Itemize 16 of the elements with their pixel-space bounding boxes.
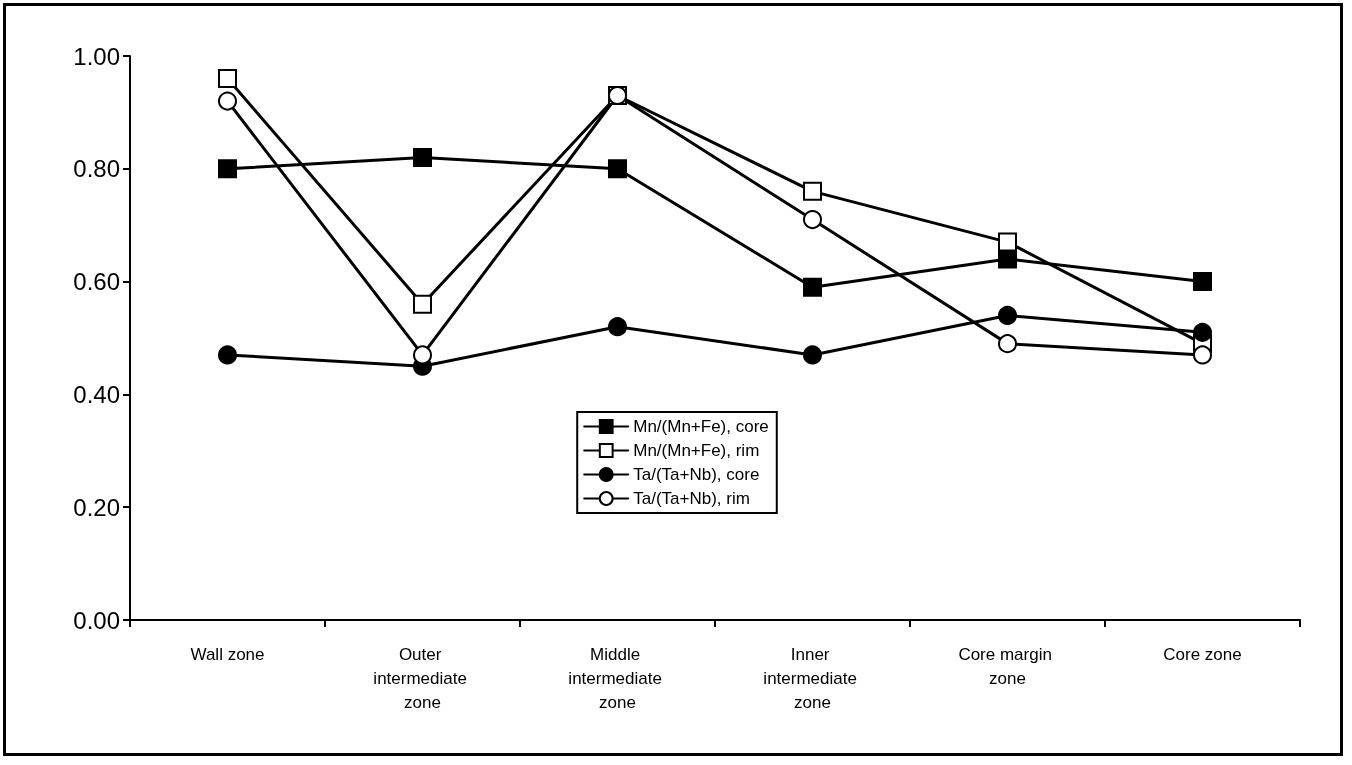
legend-label: Ta/(Ta+Nb), core xyxy=(633,465,760,484)
y-tick-label: 1.00 xyxy=(73,42,120,70)
x-tick-label: Inner intermediate zone xyxy=(763,644,862,712)
y-tick-label: 0.40 xyxy=(73,380,120,408)
y-tick-label: 0.80 xyxy=(73,155,120,183)
x-tick-label: Core margin zone xyxy=(958,644,1057,688)
x-tick-label: Core zone xyxy=(1163,644,1242,664)
x-tick-label: Outer intermediate zone xyxy=(373,644,472,712)
legend-label: Mn/(Mn+Fe), rim xyxy=(633,441,760,460)
y-tick-label: 0.60 xyxy=(73,268,120,296)
y-tick-label: 0.00 xyxy=(73,606,120,634)
legend-label: Ta/(Ta+Nb), rim xyxy=(633,489,750,508)
x-tick-label: Middle intermediate zone xyxy=(568,644,667,712)
legend-label: Mn/(Mn+Fe), core xyxy=(633,417,769,436)
x-tick-label: Wall zone xyxy=(190,644,265,664)
y-tick-label: 0.20 xyxy=(73,493,120,521)
